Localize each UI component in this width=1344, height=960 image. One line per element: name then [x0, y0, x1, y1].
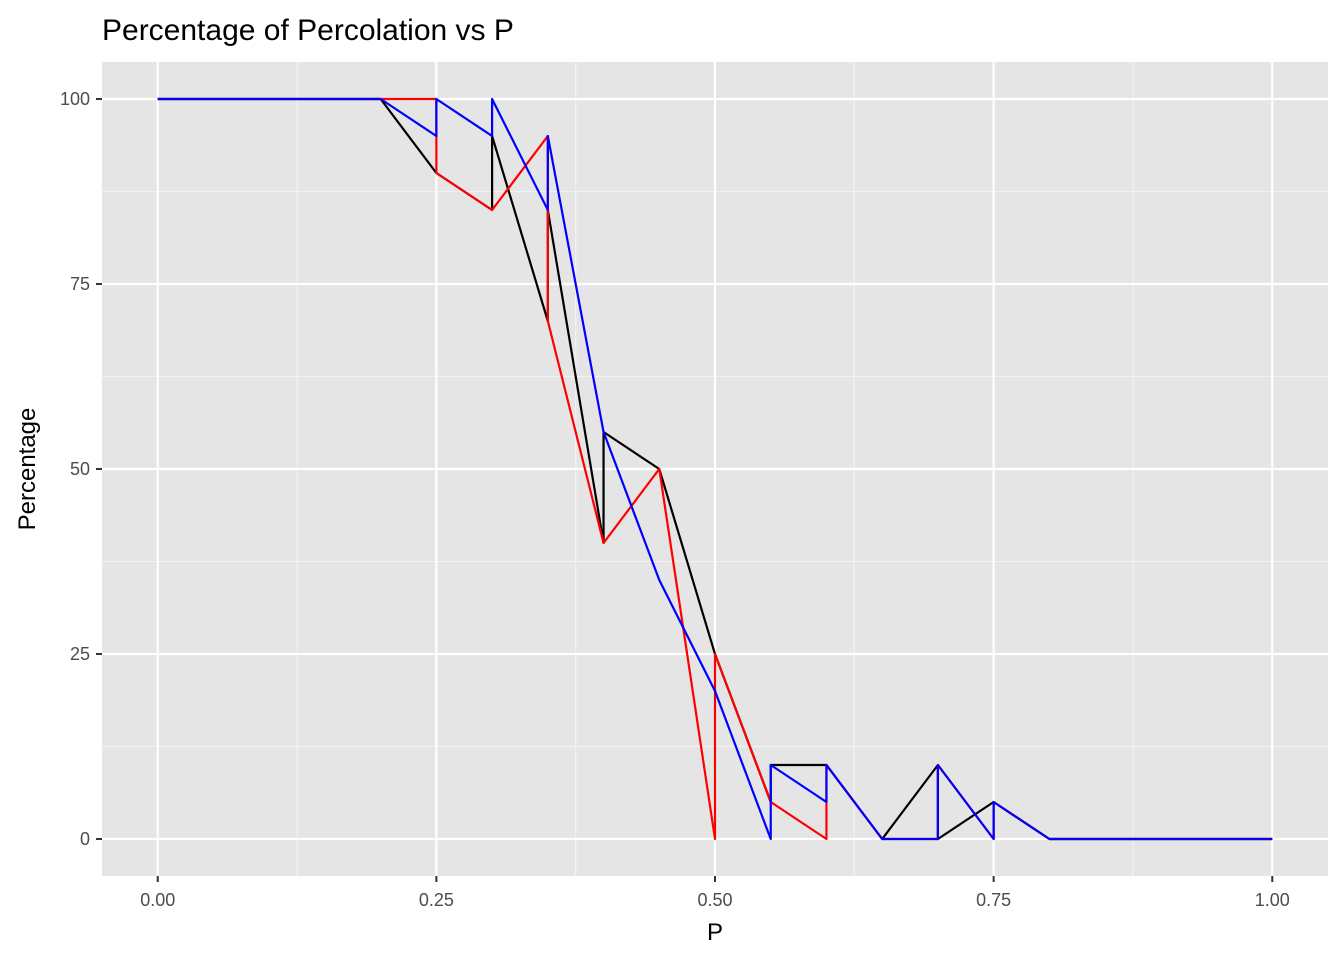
x-tick-label: 0.75 [976, 890, 1011, 910]
y-tick-label: 25 [70, 644, 90, 664]
chart-title: Percentage of Percolation vs P [102, 14, 514, 47]
y-tick-label: 0 [80, 829, 90, 849]
x-axis-ticks: 0.00 0.25 0.50 0.75 1.00 [140, 876, 1290, 910]
x-tick-label: 0.50 [697, 890, 732, 910]
x-tick-label: 1.00 [1255, 890, 1290, 910]
y-tick-label: 50 [70, 459, 90, 479]
x-tick-label: 0.00 [140, 890, 175, 910]
y-tick-label: 75 [70, 274, 90, 294]
y-axis-ticks: 0 25 50 75 100 [60, 89, 102, 849]
y-tick-label: 100 [60, 89, 90, 109]
series-lines [157, 97, 1273, 841]
x-axis-title: P [707, 919, 723, 946]
x-tick-label: 0.25 [419, 890, 454, 910]
y-axis-title: Percentage [14, 408, 41, 531]
series-line-3 [157, 97, 1273, 841]
